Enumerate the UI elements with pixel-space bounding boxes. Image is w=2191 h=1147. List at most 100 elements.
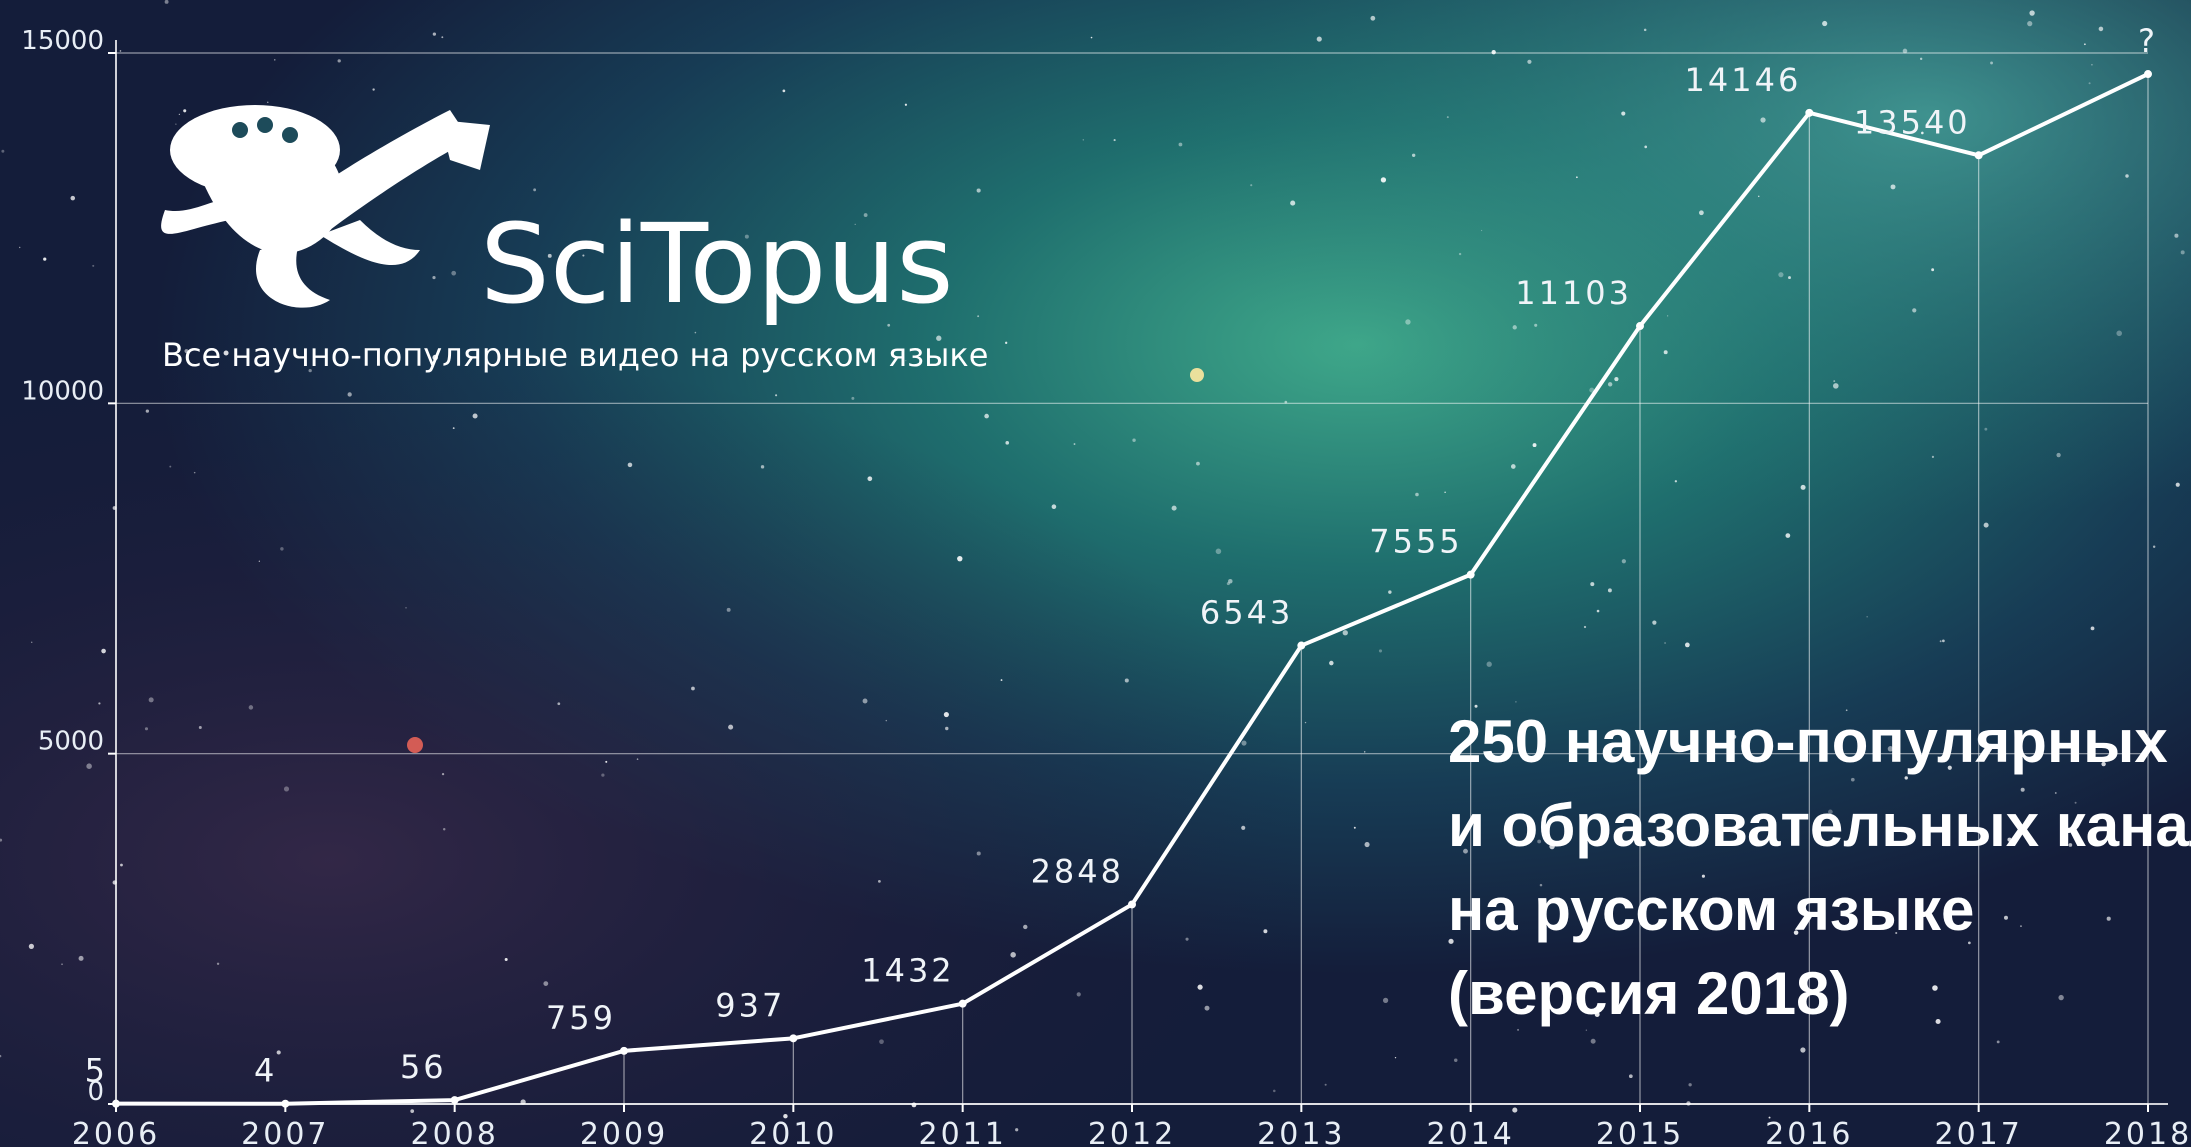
star (1, 150, 4, 153)
star (199, 726, 202, 729)
star (1354, 827, 1356, 829)
star (1325, 1084, 1327, 1086)
star (1940, 640, 1942, 642)
star (2089, 82, 2091, 84)
star (533, 188, 536, 191)
star (442, 773, 444, 775)
x-tick-label: 2016 (1765, 1117, 1853, 1147)
star (977, 851, 981, 855)
star (2125, 174, 2128, 177)
star (886, 720, 887, 721)
value-label: 11103 (1515, 274, 1632, 312)
star (1481, 230, 1482, 231)
star (1228, 579, 1233, 584)
star (2107, 917, 2111, 921)
star (1074, 443, 1076, 445)
star (867, 476, 872, 481)
star (1197, 985, 1202, 990)
x-tick-label: 2008 (410, 1117, 498, 1147)
star (1343, 630, 1348, 635)
star (601, 773, 604, 776)
star (179, 114, 180, 115)
star (1412, 154, 1415, 157)
star (1984, 428, 1987, 431)
star (1364, 751, 1365, 752)
star (249, 705, 253, 709)
star (1912, 308, 1916, 312)
star (2091, 626, 2095, 630)
star (433, 33, 436, 36)
star (977, 188, 981, 192)
value-label: 56 (400, 1048, 447, 1086)
star (1185, 938, 1188, 941)
star (1052, 504, 1057, 509)
star (1667, 315, 1668, 316)
star (1936, 1019, 1941, 1024)
star (1114, 139, 1116, 141)
data-point (112, 1100, 120, 1108)
data-point (1297, 642, 1305, 650)
star (1023, 925, 1027, 929)
star (783, 90, 786, 93)
star (1997, 1040, 2000, 1043)
star (1932, 985, 1938, 991)
star (1179, 143, 1183, 147)
star (1517, 1029, 1519, 1031)
star (407, 737, 423, 753)
star (727, 608, 731, 612)
star (1608, 382, 1612, 386)
star (1867, 616, 1868, 617)
star (2084, 43, 2086, 45)
star (1758, 196, 1759, 197)
star (944, 712, 949, 717)
star (1664, 642, 1665, 643)
star (2029, 10, 2034, 15)
x-tick-label: 2007 (241, 1117, 329, 1147)
data-point (451, 1096, 459, 1104)
star (1833, 380, 1835, 382)
star (1379, 649, 1382, 652)
data-point (1636, 322, 1644, 330)
star (149, 697, 154, 702)
star (1001, 679, 1003, 681)
logo-subtitle: Все научно-популярные видео на русском я… (162, 336, 988, 374)
star (183, 109, 186, 112)
star (1597, 610, 1600, 613)
y-tick-label: 10000 (21, 376, 104, 406)
star (1851, 778, 1855, 782)
data-point (1128, 900, 1136, 908)
annotation: на русском языке (1448, 876, 1974, 943)
star (432, 276, 435, 279)
star (1263, 929, 1267, 933)
star (851, 397, 854, 400)
star (1083, 139, 1084, 140)
star (1250, 184, 1252, 186)
data-point (1975, 151, 1983, 159)
star (1652, 621, 1656, 625)
value-label: 759 (546, 999, 616, 1037)
star (19, 247, 20, 248)
star (145, 727, 148, 730)
star (628, 463, 633, 468)
x-tick-label: 2009 (580, 1117, 668, 1147)
star (1388, 590, 1391, 593)
star (284, 786, 289, 791)
star (146, 410, 149, 413)
value-label: 937 (715, 986, 785, 1024)
star (863, 699, 868, 704)
star (1534, 324, 1537, 327)
star (1785, 533, 1790, 538)
star (1512, 1108, 1517, 1113)
y-tick-label: 15000 (21, 26, 104, 56)
star (984, 414, 989, 419)
star (878, 880, 881, 883)
star (2153, 546, 2155, 548)
star (2116, 331, 2122, 337)
star (2099, 27, 2104, 32)
star (1459, 253, 1461, 255)
value-label: 13540 (1854, 103, 1971, 141)
star (165, 0, 169, 4)
annotation: 250 научно-популярных (1448, 708, 2168, 775)
star (1370, 16, 1375, 21)
star (175, 123, 177, 125)
